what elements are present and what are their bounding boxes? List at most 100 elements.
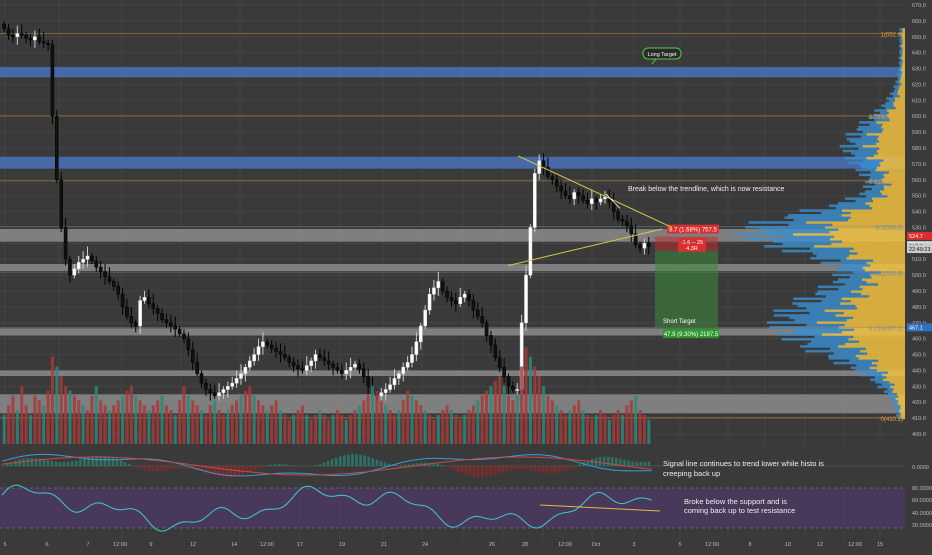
volume-bar-60	[266, 410, 269, 444]
volume-bar-29	[130, 386, 133, 444]
profile-down-471.5	[794, 319, 846, 322]
profile-down-459.5	[782, 338, 849, 341]
candle-body-89	[393, 378, 396, 384]
macd-histo-63	[258, 466, 261, 468]
candle-body-42	[187, 339, 190, 350]
volume-bar-65	[288, 420, 291, 444]
volume-bar-103	[454, 415, 457, 444]
profile-up-461	[853, 336, 905, 339]
macd-histo-125	[510, 466, 513, 470]
profile-up-579.5	[879, 147, 905, 150]
profile-down-446	[850, 359, 879, 362]
macd-histo-30	[124, 462, 127, 466]
candle-body-68	[301, 369, 304, 371]
volume-bar-48	[213, 400, 216, 444]
profile-up-554	[884, 188, 905, 191]
volume-bar-54	[239, 396, 242, 444]
profile-up-513.5	[857, 252, 905, 255]
macd-histo-93	[380, 461, 383, 466]
profile-down-483.5	[822, 300, 851, 303]
profile-up-422	[896, 398, 905, 401]
x-tick-16: 3	[632, 542, 635, 548]
profile-down-629	[898, 69, 901, 72]
profile-down-494	[845, 283, 878, 286]
volume-bar-50	[222, 415, 225, 444]
x-tick-14: 12:00	[558, 542, 572, 548]
macd-histo-39	[160, 466, 163, 471]
profile-down-521	[773, 240, 842, 243]
profile-up-603.5	[887, 109, 905, 112]
macd-histo-14	[59, 462, 62, 466]
volume-bar-137	[603, 415, 606, 444]
candle-body-100	[441, 281, 444, 291]
profile-up-447.5	[859, 357, 905, 360]
macd-histo-130	[530, 466, 533, 470]
profile-up-572	[883, 159, 905, 162]
profile-up-594.5	[882, 123, 905, 126]
macd-histo-10	[43, 460, 46, 466]
volume-bar-119	[524, 347, 527, 444]
macd-histo-62	[254, 466, 257, 470]
x-tick-7: 12:00	[260, 542, 274, 548]
macd-histo-36	[148, 466, 151, 471]
volume-bar-73	[323, 415, 326, 444]
y-tick-23: 440.0	[912, 368, 926, 374]
macd-histo-31	[128, 464, 131, 466]
profile-down-465.5	[794, 328, 854, 331]
candle-body-102	[450, 297, 453, 300]
profile-up-551	[882, 193, 905, 196]
profile-down-524	[784, 235, 834, 238]
macd-histo-54	[221, 466, 224, 477]
profile-up-435.5	[886, 376, 905, 379]
candle-body-54	[239, 374, 242, 379]
profile-down-515	[782, 250, 850, 253]
profile-down-542	[836, 207, 872, 210]
candle-body-57	[253, 355, 256, 361]
profile-up-611	[895, 97, 905, 100]
profile-up-494	[878, 283, 905, 286]
profile-up-593	[881, 126, 905, 129]
profile-down-540.5	[800, 209, 842, 212]
volume-bar-52	[231, 405, 234, 444]
profile-down-612.5	[893, 95, 900, 98]
candle-body-129	[568, 196, 571, 199]
candle-body-99	[437, 281, 440, 287]
y-tick-26: 410.0	[912, 416, 926, 422]
volume-bar-20	[90, 396, 93, 444]
profile-up-455	[838, 345, 905, 348]
profile-up-588.5	[867, 133, 905, 136]
volume-bar-25	[112, 405, 115, 444]
profile-up-497	[862, 278, 905, 281]
volume-bar-121	[533, 366, 536, 444]
profile-down-464	[795, 331, 842, 334]
short-target-label: Short Target	[663, 319, 696, 325]
candle-body-49	[218, 393, 221, 396]
candle-body-95	[419, 326, 422, 342]
y-tick-0: 670.0	[912, 3, 926, 9]
profile-up-552.5	[880, 190, 905, 193]
macd-histo-120	[489, 466, 492, 476]
profile-down-578	[843, 150, 877, 153]
volume-bar-85	[375, 391, 378, 444]
volume-bar-116	[511, 400, 514, 444]
y-tick-21: 460.0	[912, 337, 926, 343]
x-tick-5: 12	[190, 542, 196, 548]
profile-up-630.5	[902, 66, 905, 69]
volume-bar-62	[275, 400, 278, 444]
macd-histo-99	[404, 465, 407, 466]
volume-bar-44	[196, 405, 199, 444]
profile-down-546.5	[856, 200, 873, 203]
macd-histo-80	[327, 461, 330, 466]
volume-bar-75	[332, 415, 335, 444]
profile-down-603.5	[874, 109, 887, 112]
x-tick-10: 21	[381, 542, 387, 548]
profile-down-543.5	[829, 204, 869, 207]
profile-up-618.5	[899, 85, 905, 88]
volume-bar-105	[463, 415, 466, 444]
candle-body-79	[349, 367, 352, 370]
profile-up-450.5	[867, 352, 905, 355]
profile-down-534.5	[794, 219, 848, 222]
profile-down-495.5	[833, 281, 867, 284]
y-tick-12: 550.0	[912, 194, 926, 200]
profile-down-573.5	[844, 157, 867, 160]
